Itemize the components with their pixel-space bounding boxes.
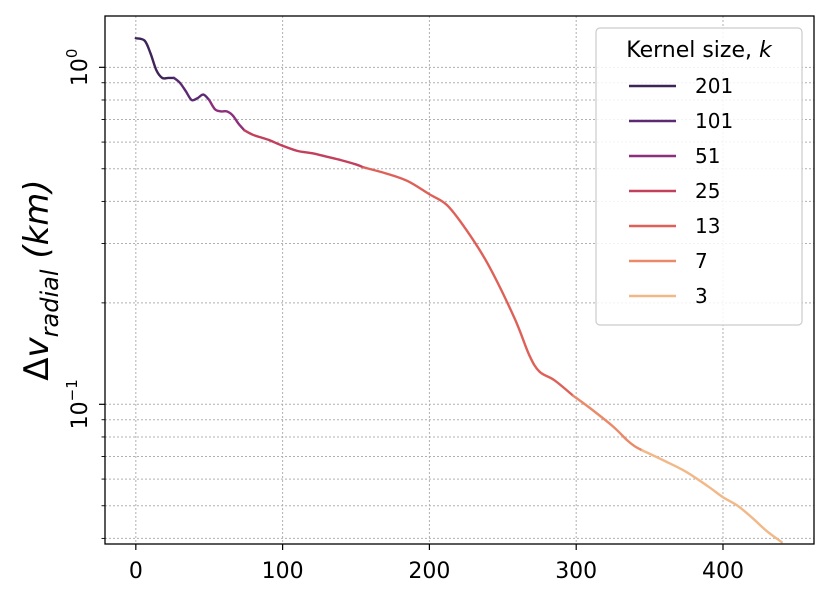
legend-label-25: 25: [695, 179, 720, 203]
series-line-3: [641, 449, 783, 544]
grid: [105, 16, 814, 544]
x-axis: 0 100 200 300 400: [129, 544, 744, 584]
y-label-unit: (km): [17, 179, 57, 269]
y-tick-exponent: −1: [63, 379, 81, 401]
legend-box: [595, 27, 803, 326]
legend-label-51: 51: [695, 144, 720, 168]
legend-label-201: 201: [695, 74, 733, 98]
plot-frame: [104, 15, 815, 545]
legend-title: Kernel size, k: [626, 38, 773, 63]
y-tick-base: 10: [68, 58, 93, 86]
series-lines: [134, 37, 783, 544]
y-axis-label: Δvradial (km): [17, 179, 64, 380]
y-tick-label: 100: [63, 49, 93, 87]
legend-label-3: 3: [695, 284, 708, 308]
y-tick-exponent: 0: [63, 49, 81, 59]
series-line-101: [172, 76, 211, 102]
legend-label-101: 101: [695, 109, 733, 133]
y-label-var: v: [17, 336, 57, 357]
series-line-201: [134, 37, 176, 80]
series-line-25: [243, 129, 365, 169]
x-tick-label: 400: [702, 559, 744, 584]
y-tick-base: 10: [68, 401, 93, 429]
series-line-51: [208, 98, 246, 132]
x-tick-label: 100: [262, 559, 304, 584]
y-tick-label: 10−1: [63, 379, 93, 429]
legend-title-text: Kernel size,: [626, 38, 759, 63]
legend-title-var: k: [759, 38, 773, 63]
legend-label-13: 13: [695, 214, 720, 238]
x-tick-label: 0: [129, 559, 143, 584]
y-label-delta: Δ: [17, 357, 57, 380]
x-tick-label: 200: [408, 559, 450, 584]
x-tick-label: 300: [555, 559, 597, 584]
legend-label-7: 7: [695, 249, 708, 273]
y-label-sub: radial: [36, 269, 64, 337]
series-line-7: [572, 394, 644, 452]
legend: Kernel size, k 201 101 51 25 13 7 3: [595, 27, 803, 326]
series-line-13: [362, 166, 575, 397]
